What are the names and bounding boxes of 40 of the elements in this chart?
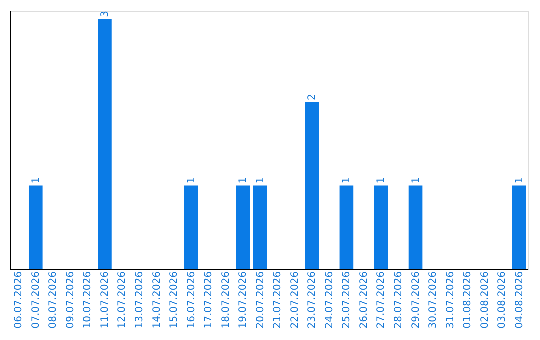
data-label: 2	[307, 94, 318, 101]
x-tick-label: 01.08.2026	[462, 272, 474, 329]
data-label: 1	[30, 177, 42, 184]
data-label: 1	[376, 177, 388, 184]
x-tick-label: 29.07.2026	[410, 272, 422, 329]
x-tick-label: 26.07.2026	[358, 272, 370, 329]
x-tick-label: 20.07.2026	[255, 272, 266, 329]
data-label: 1	[514, 177, 526, 184]
x-tick-label: 07.07.2026	[30, 272, 42, 329]
x-tick-label: 30.07.2026	[428, 272, 440, 329]
x-tick-label: 06.07.2026	[14, 272, 25, 329]
x-tick-label: 19.07.2026	[238, 272, 250, 329]
x-tick-label: 15.07.2026	[169, 272, 180, 329]
x-tick-label: 08.07.2026	[48, 272, 60, 329]
x-tick-label: 10.07.2026	[82, 272, 94, 329]
data-label: 3	[100, 10, 111, 18]
data-label: 1	[410, 177, 422, 184]
x-tick-label: 03.08.2026	[497, 272, 508, 329]
x-tick-label: 24.07.2026	[324, 272, 336, 329]
data-label: 1	[238, 177, 250, 184]
x-tick-label: 13.07.2026	[134, 272, 146, 329]
x-tick-label: 02.08.2026	[480, 272, 491, 329]
x-tick-label: 09.07.2026	[65, 272, 76, 329]
x-tick-label: 17.07.2026	[204, 272, 215, 329]
x-tick-label: 12.07.2026	[117, 272, 128, 329]
x-tick-label: 23.07.2026	[307, 272, 318, 329]
x-tick-label: 04.08.2026	[514, 272, 526, 329]
x-tick-label: 28.07.2026	[394, 272, 404, 329]
x-tick-label: 18.07.2026	[220, 272, 232, 329]
data-label: 1	[342, 177, 353, 184]
x-tick-label: 22.07.2026	[290, 272, 301, 329]
x-tick-label: 25.07.2026	[342, 272, 353, 329]
x-tick-label: 31.07.2026	[445, 272, 456, 329]
x-tick-label: 14.07.2026	[152, 272, 163, 329]
data-label: 1	[186, 177, 198, 184]
x-tick-label: 27.07.2026	[376, 272, 388, 329]
x-tick-label: 21.07.2026	[272, 272, 284, 329]
x-tick-label: 16.07.2026	[186, 272, 198, 329]
data-label: 1	[255, 177, 266, 184]
x-tick-label: 11.07.2026	[100, 272, 111, 329]
